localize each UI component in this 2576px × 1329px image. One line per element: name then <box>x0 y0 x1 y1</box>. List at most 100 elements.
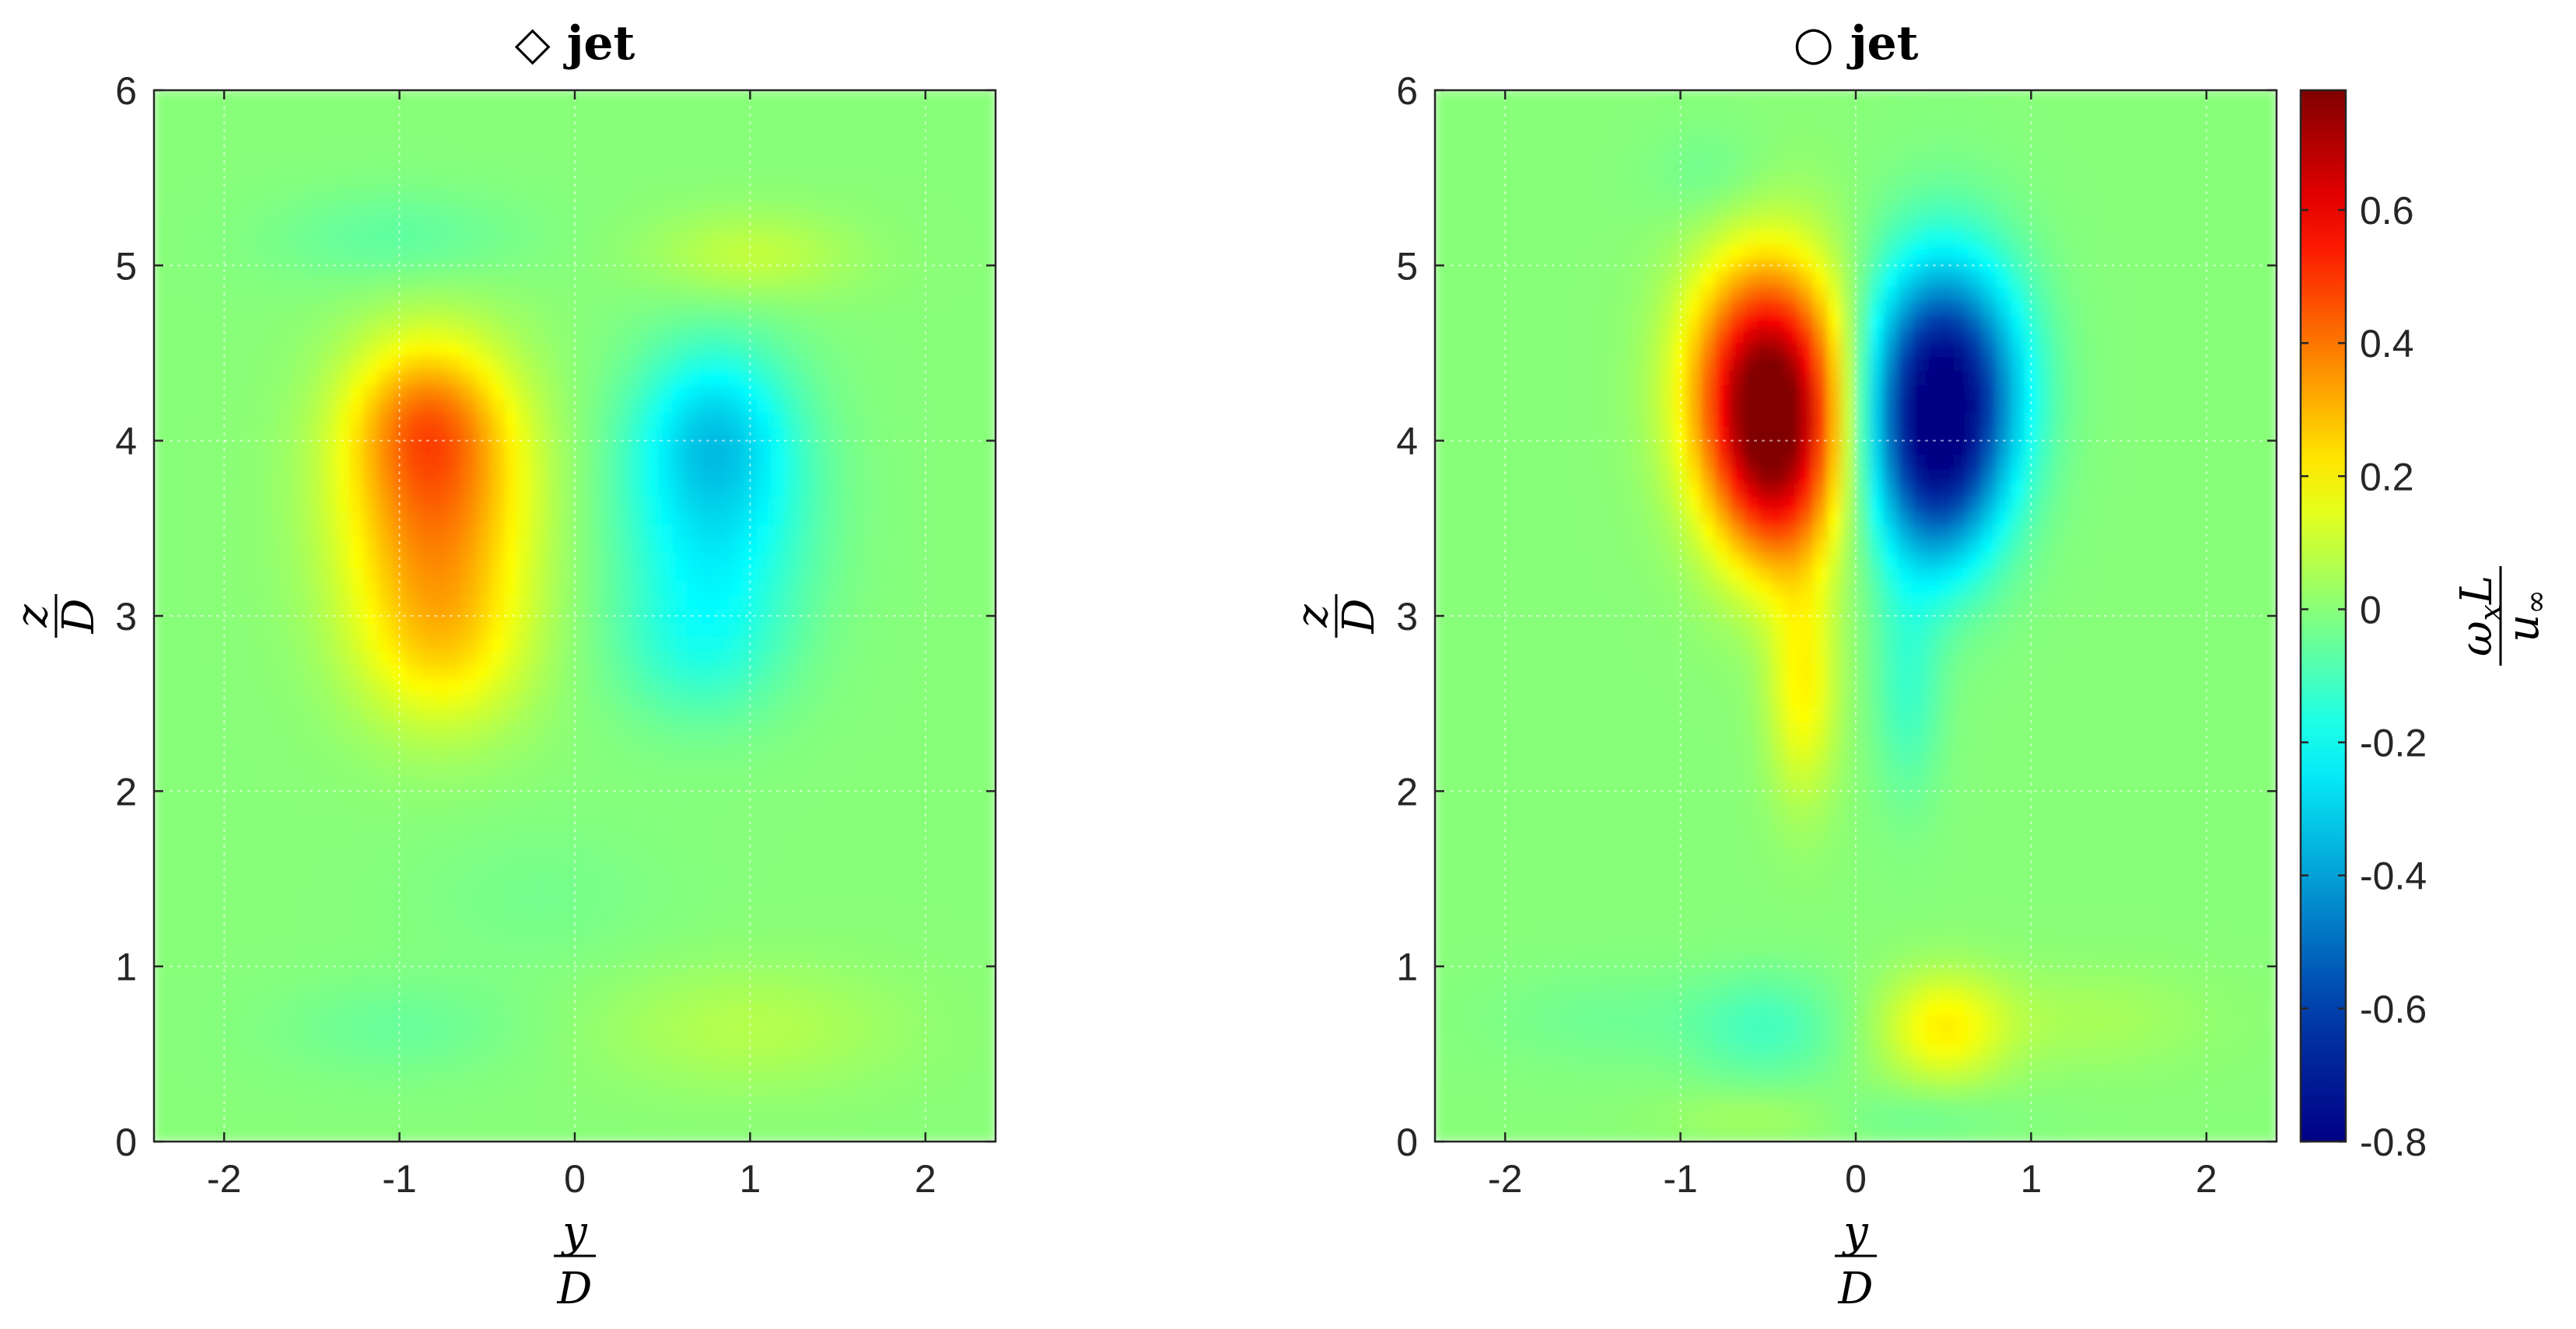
heatmap-cell <box>588 117 604 133</box>
heatmap-cell <box>1448 846 1464 862</box>
heatmap-cell <box>518 215 534 231</box>
heatmap-cell <box>897 524 912 540</box>
heatmap-cell <box>307 271 323 287</box>
heatmap-cell <box>686 412 702 428</box>
heatmap-cell <box>546 145 562 161</box>
heatmap-cell <box>841 271 856 287</box>
heatmap-cell <box>686 678 702 694</box>
heatmap-cell <box>209 187 225 203</box>
heatmap-cell <box>841 720 856 736</box>
heatmap-cell <box>630 201 646 217</box>
heatmap-cell <box>364 776 380 792</box>
heatmap-cell <box>378 832 394 848</box>
heatmap-cell <box>1448 1043 1464 1058</box>
heatmap-cell <box>223 734 239 750</box>
heatmap-cell <box>406 117 422 133</box>
heatmap-cell <box>392 580 408 596</box>
heatmap-cell <box>588 1099 604 1114</box>
heatmap-cell <box>588 271 604 287</box>
heatmap-cell <box>195 201 211 217</box>
heatmap-cell <box>967 1029 982 1044</box>
heatmap-cell <box>518 426 534 442</box>
heatmap-cell <box>167 243 183 259</box>
heatmap-cell <box>504 552 520 568</box>
heatmap-cell <box>1490 874 1506 890</box>
heatmap-cell <box>967 201 982 217</box>
heatmap-cell <box>167 299 183 315</box>
heatmap-cell <box>462 734 478 750</box>
heatmap-cell <box>630 356 646 372</box>
heatmap-cell <box>321 804 337 820</box>
heatmap-cell <box>785 636 800 652</box>
heatmap-cell <box>504 636 520 652</box>
heatmap-cell <box>237 1029 253 1044</box>
heatmap-cell <box>756 384 772 400</box>
heatmap-cell <box>672 257 688 273</box>
heatmap-cell <box>967 257 982 273</box>
heatmap-cell <box>349 313 365 329</box>
heatmap-cell <box>644 636 660 652</box>
heatmap-cell <box>1435 1001 1450 1016</box>
heatmap-cell <box>406 945 422 960</box>
heatmap-cell <box>981 215 996 231</box>
heatmap-cell <box>925 103 940 119</box>
heatmap-cell <box>616 762 632 778</box>
heatmap-cell <box>181 482 197 498</box>
heatmap-cell <box>532 145 548 161</box>
heatmap-cell <box>827 159 842 175</box>
heatmap-cell <box>672 313 688 329</box>
heatmap-cell <box>378 384 394 400</box>
heatmap-cell <box>406 468 422 484</box>
heatmap-cell <box>504 608 520 624</box>
heatmap-cell <box>307 117 323 133</box>
heatmap-cell <box>293 271 309 287</box>
heatmap-cell <box>897 173 912 189</box>
heatmap-cell <box>658 257 674 273</box>
heatmap-cell <box>728 1015 744 1030</box>
heatmap-cell <box>321 398 337 414</box>
heatmap-cell <box>630 692 646 708</box>
heatmap-cell <box>364 594 380 610</box>
heatmap-cell <box>223 1043 239 1058</box>
heatmap-cell <box>897 903 912 918</box>
heatmap-cell <box>265 440 281 456</box>
heatmap-cell <box>672 1099 688 1114</box>
heatmap-cell <box>448 1001 464 1016</box>
heatmap-cell <box>349 524 365 540</box>
heatmap-cell <box>265 650 281 666</box>
heatmap-cell <box>490 734 506 750</box>
heatmap-cell <box>462 818 478 834</box>
heatmap-cell <box>420 903 436 918</box>
heatmap-cell <box>700 664 716 680</box>
heatmap-cell <box>1462 496 1478 512</box>
heatmap-cell <box>602 1099 618 1114</box>
heatmap-cell <box>981 117 996 133</box>
heatmap-cell <box>925 398 940 414</box>
heatmap-cell <box>1462 945 1478 960</box>
heatmap-cell <box>616 187 632 203</box>
heatmap-cell <box>434 790 450 806</box>
heatmap-cell <box>827 608 842 624</box>
heatmap-cell <box>392 187 408 203</box>
heatmap-cell <box>911 832 926 848</box>
heatmap-cell <box>813 608 828 624</box>
heatmap-cell <box>1504 973 1520 988</box>
heatmap-cell <box>378 566 394 582</box>
heatmap-cell <box>251 706 267 722</box>
heatmap-cell <box>981 706 996 722</box>
heatmap-cell <box>953 846 968 862</box>
heatmap-cell <box>967 790 982 806</box>
heatmap-cell <box>841 692 856 708</box>
heatmap-cell <box>967 398 982 414</box>
heatmap-cell <box>321 1127 337 1142</box>
heatmap-cell <box>476 370 492 386</box>
heatmap-cell <box>841 734 856 750</box>
heatmap-cell <box>799 874 814 890</box>
heatmap-cell <box>265 173 281 189</box>
heatmap-cell <box>546 1029 562 1044</box>
heatmap-cell <box>939 440 954 456</box>
heatmap-cell <box>981 285 996 301</box>
heatmap-cell <box>700 538 716 554</box>
heatmap-cell <box>1462 426 1478 442</box>
